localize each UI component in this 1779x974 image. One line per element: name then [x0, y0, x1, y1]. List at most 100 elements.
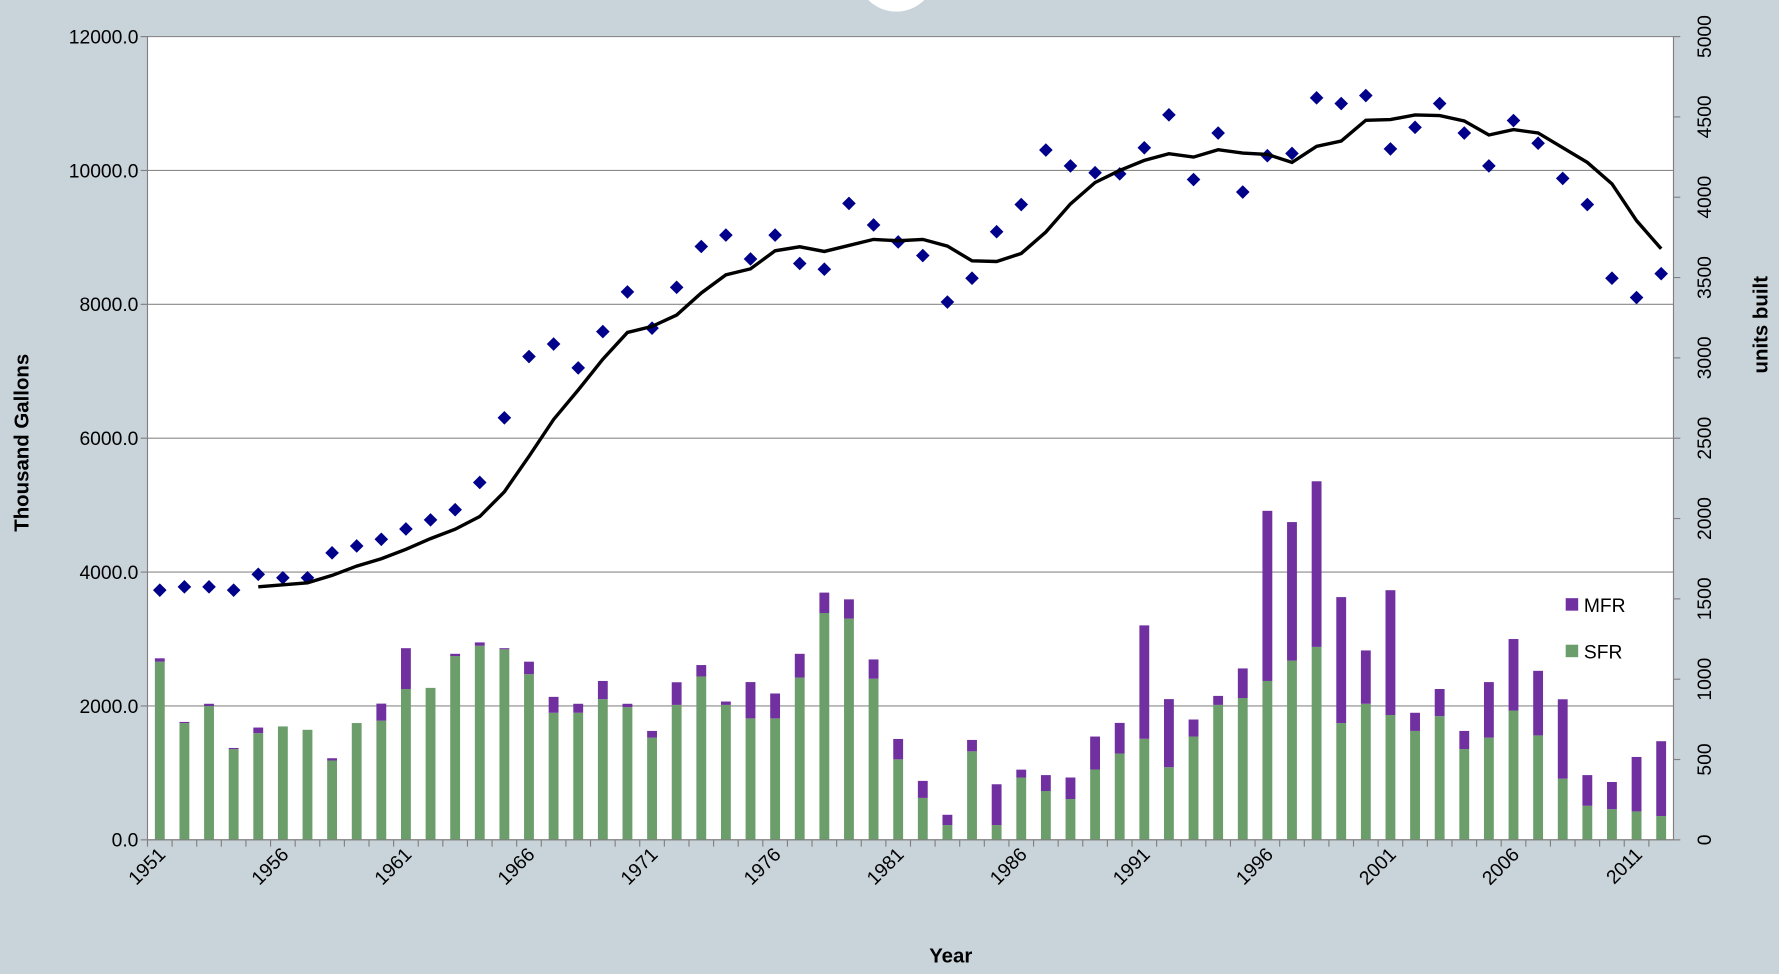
- y2-tick-label: 1500: [1695, 577, 1716, 620]
- bar: [1188, 736, 1199, 840]
- bar: [1065, 799, 1076, 840]
- bar: [154, 661, 165, 840]
- bar: [1607, 782, 1617, 810]
- bar: [499, 648, 510, 650]
- bar: [917, 797, 928, 840]
- bar: [1508, 710, 1519, 840]
- bar: [1508, 639, 1519, 711]
- bar: [1287, 660, 1297, 840]
- bar: [401, 688, 411, 840]
- y2-tick-label: 4500: [1695, 95, 1716, 138]
- point: [1309, 91, 1324, 105]
- bar: [967, 739, 977, 752]
- bar: [597, 699, 608, 840]
- bar: [1164, 767, 1174, 840]
- y2-tick-label: 2000: [1695, 497, 1716, 540]
- point: [1482, 159, 1496, 173]
- bar: [1016, 769, 1027, 778]
- bar: [573, 712, 584, 840]
- y2-axis-title: units built: [1751, 276, 1773, 374]
- bar: [819, 613, 830, 840]
- point: [1506, 113, 1521, 128]
- bar: [967, 751, 977, 840]
- bar: [474, 642, 485, 646]
- bar: [794, 653, 805, 678]
- bar: [253, 727, 264, 734]
- point: [719, 228, 733, 242]
- legend-swatch: [1565, 644, 1579, 658]
- point: [743, 252, 758, 266]
- bar: [942, 814, 953, 826]
- y-tick-label: 2000.0: [79, 697, 138, 718]
- y-tick-label: 10000.0: [69, 161, 139, 182]
- bar: [1090, 736, 1101, 770]
- point: [989, 224, 1004, 239]
- point: [1014, 197, 1029, 212]
- bar: [1139, 738, 1150, 840]
- bar: [179, 723, 190, 840]
- point: [792, 256, 807, 271]
- bar: [401, 648, 411, 689]
- point: [1359, 88, 1373, 103]
- bar: [1237, 668, 1248, 698]
- bar: [327, 760, 338, 840]
- bar: [868, 678, 879, 840]
- bar: [1631, 756, 1642, 812]
- bar: [893, 738, 904, 760]
- bar: [597, 680, 608, 700]
- point: [202, 580, 216, 594]
- bar: [351, 723, 362, 840]
- bar: [991, 784, 1002, 826]
- bar: [720, 701, 731, 705]
- bar: [1213, 695, 1224, 705]
- point: [1039, 143, 1053, 157]
- bar: [647, 730, 657, 738]
- bar: [1533, 670, 1544, 736]
- point: [669, 280, 684, 295]
- bar: [1040, 791, 1051, 840]
- bar: [1410, 712, 1420, 731]
- point: [497, 410, 512, 425]
- y2-tick-label: 5000: [1695, 15, 1716, 58]
- bar: [1040, 775, 1051, 792]
- bar: [1459, 730, 1470, 750]
- point: [1457, 126, 1472, 140]
- y2-tick-label: 4000: [1695, 176, 1716, 219]
- bar: [1582, 775, 1593, 806]
- bar: [868, 659, 879, 679]
- bar: [450, 653, 461, 657]
- bar: [1237, 697, 1248, 840]
- bar: [991, 825, 1002, 840]
- bar: [228, 749, 239, 840]
- bar: [1114, 753, 1125, 840]
- y-tick-label: 4000.0: [79, 563, 138, 584]
- bar: [1656, 816, 1667, 840]
- point: [1605, 271, 1619, 286]
- point: [152, 583, 167, 597]
- bar: [573, 703, 584, 713]
- point: [965, 271, 979, 286]
- bar: [1262, 510, 1273, 681]
- point: [768, 228, 782, 242]
- bar: [1385, 715, 1396, 840]
- bar: [228, 747, 239, 750]
- bar: [770, 718, 781, 840]
- bar: [1336, 723, 1347, 840]
- bar: [1582, 805, 1593, 840]
- bar: [671, 682, 682, 705]
- bar: [450, 656, 461, 840]
- legend-swatch: [1565, 598, 1579, 611]
- bar: [1090, 769, 1101, 840]
- point: [251, 567, 266, 582]
- point: [546, 337, 561, 351]
- bar: [794, 677, 805, 840]
- point: [866, 218, 881, 232]
- bar: [942, 825, 953, 840]
- bar: [745, 718, 756, 840]
- bar: [671, 704, 682, 840]
- point: [1088, 165, 1102, 180]
- y-tick-label: 12000.0: [69, 27, 139, 48]
- line: [258, 113, 1663, 589]
- decoration: [868, 0, 925, 12]
- bar: [1311, 481, 1322, 647]
